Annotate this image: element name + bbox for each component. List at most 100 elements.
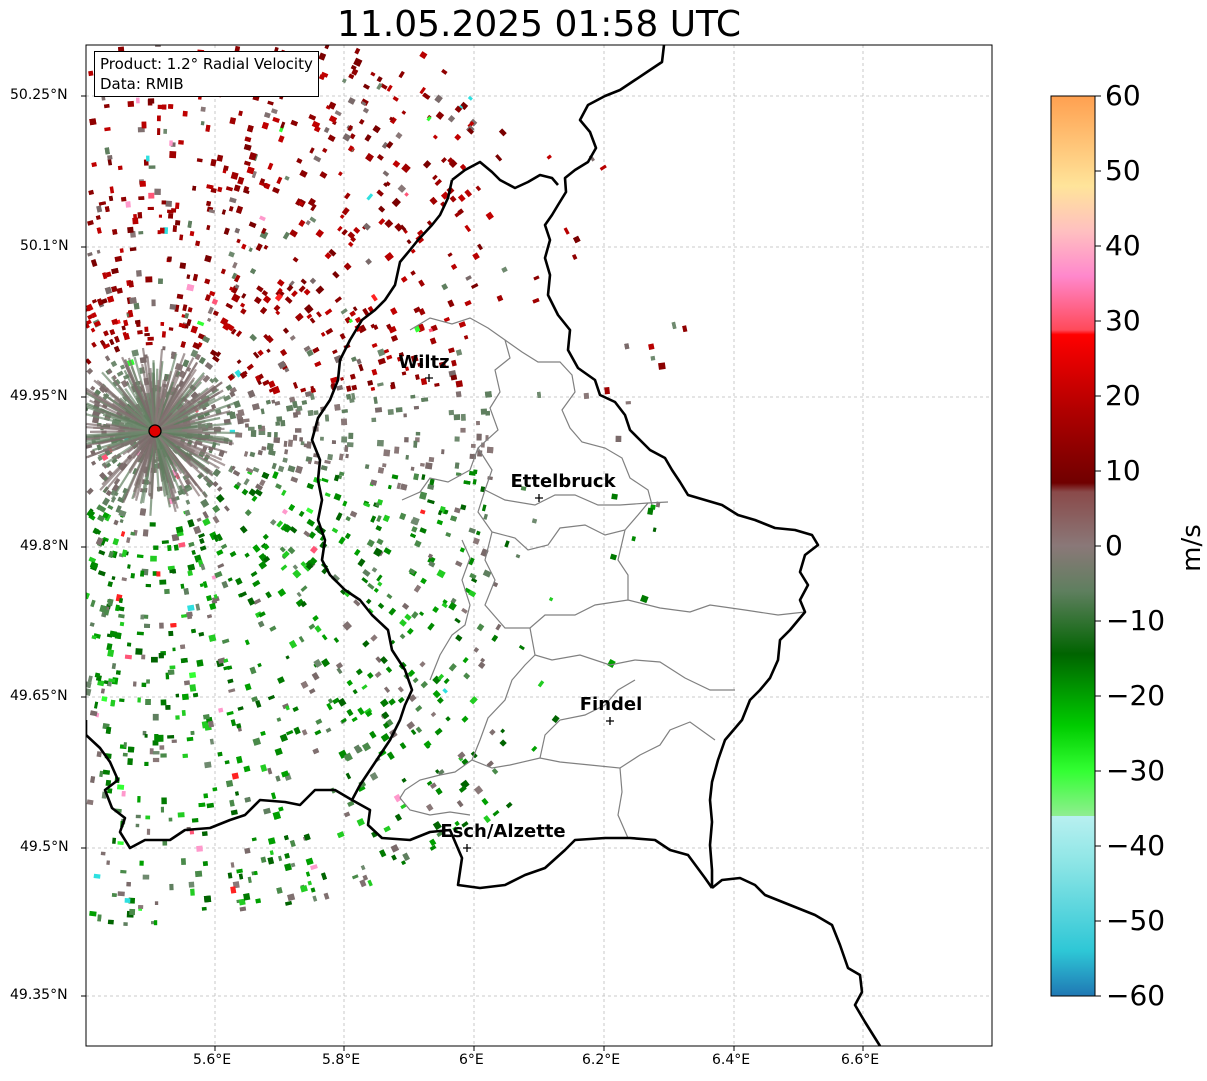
echo-cell xyxy=(171,533,180,542)
echo-cell xyxy=(278,806,284,812)
echo-cell xyxy=(301,399,308,405)
city-label-ettelbruck: Ettelbruck xyxy=(510,471,616,492)
echo-cell xyxy=(202,517,211,527)
echo-cell xyxy=(99,770,104,778)
echo-cell xyxy=(383,449,391,457)
echo-cell xyxy=(382,170,390,177)
echo-cell xyxy=(213,594,218,599)
echo-cell xyxy=(123,922,128,927)
echo-cell xyxy=(199,583,204,588)
echo-cell xyxy=(161,331,166,338)
echo-cell xyxy=(313,125,321,133)
echo-cell xyxy=(221,638,230,644)
echo-cell xyxy=(476,433,482,441)
echo-cell xyxy=(212,504,221,514)
echo-cell xyxy=(460,504,467,511)
echo-cell xyxy=(437,673,445,681)
echo-cell xyxy=(113,519,119,526)
echo-cell xyxy=(158,652,164,659)
echo-cell xyxy=(111,575,116,581)
echo-cell xyxy=(441,68,448,75)
echo-cell xyxy=(104,126,111,132)
echo-cell xyxy=(500,728,506,734)
echo-cell xyxy=(416,229,424,236)
echo-cell xyxy=(410,519,418,526)
echo-cell xyxy=(531,745,538,752)
echo-cell xyxy=(119,364,126,370)
echo-cell xyxy=(94,672,101,678)
echo-cell xyxy=(404,192,409,197)
echo-cell xyxy=(186,736,194,742)
echo-cell xyxy=(154,901,159,905)
echo-cell xyxy=(281,550,290,559)
echo-cell xyxy=(425,803,434,812)
echo-cell xyxy=(351,874,359,880)
echo-cell xyxy=(223,505,230,512)
echo-cell xyxy=(281,489,287,497)
echo-cell xyxy=(96,504,102,511)
echo-cell xyxy=(156,734,164,742)
echo-cell xyxy=(408,694,417,703)
echo-cell xyxy=(121,549,128,558)
echo-cell xyxy=(205,124,211,132)
echo-cell xyxy=(376,82,383,91)
clutter-ray xyxy=(144,430,157,478)
echo-cell xyxy=(102,272,108,280)
echo-cell xyxy=(265,334,274,344)
echo-cell xyxy=(243,185,250,192)
map-title: 11.05.2025 01:58 UTC xyxy=(336,4,742,45)
city-label-findel: Findel xyxy=(579,694,643,715)
echo-cell xyxy=(133,213,137,219)
echo-cell xyxy=(212,515,220,524)
echo-cell xyxy=(468,557,475,566)
echo-cell xyxy=(126,881,132,887)
echo-cell xyxy=(90,776,96,784)
echo-cell xyxy=(95,537,104,546)
echo-cell xyxy=(198,356,206,365)
echo-cell xyxy=(343,811,351,818)
echo-cell xyxy=(205,479,215,488)
echo-cell xyxy=(179,234,184,241)
echo-cell xyxy=(396,356,404,362)
echo-cell xyxy=(351,392,356,401)
echo-cell xyxy=(245,467,254,474)
echo-cell xyxy=(377,348,386,357)
echo-cell xyxy=(160,806,165,813)
echo-cell xyxy=(137,697,141,703)
echo-cell xyxy=(363,222,371,231)
echo-cell xyxy=(106,368,113,375)
echo-cell xyxy=(650,355,656,361)
echo-cell xyxy=(367,379,374,386)
echo-cell xyxy=(184,312,190,319)
echo-cell xyxy=(460,427,466,433)
echo-cell xyxy=(276,279,285,287)
echo-cell xyxy=(202,581,208,589)
echo-cell xyxy=(122,752,128,757)
echo-cell xyxy=(141,654,146,660)
echo-cell xyxy=(192,273,199,282)
echo-cell xyxy=(300,885,308,893)
lat-tick-label: 49.35°N xyxy=(10,987,68,1003)
echo-cell xyxy=(206,184,214,190)
echo-cell xyxy=(90,259,98,267)
echo-cell xyxy=(276,887,283,894)
echo-cell xyxy=(471,577,478,583)
echo-cell xyxy=(250,571,258,578)
echo-cell xyxy=(461,758,469,766)
echo-cell xyxy=(237,417,244,425)
echo-cell xyxy=(276,520,284,528)
echo-cell xyxy=(98,505,107,513)
echo-cell xyxy=(285,729,294,736)
echo-cell xyxy=(214,570,223,579)
echo-cell xyxy=(310,203,317,212)
echo-cell xyxy=(90,385,96,391)
echo-cell xyxy=(332,271,340,279)
echo-cell xyxy=(467,127,475,135)
echo-cell xyxy=(315,285,325,295)
echo-cell xyxy=(289,396,296,403)
echo-cell xyxy=(113,478,121,486)
echo-cell xyxy=(370,323,376,329)
echo-cell xyxy=(185,499,191,505)
echo-cell xyxy=(313,410,319,416)
echo-cell xyxy=(441,157,447,163)
